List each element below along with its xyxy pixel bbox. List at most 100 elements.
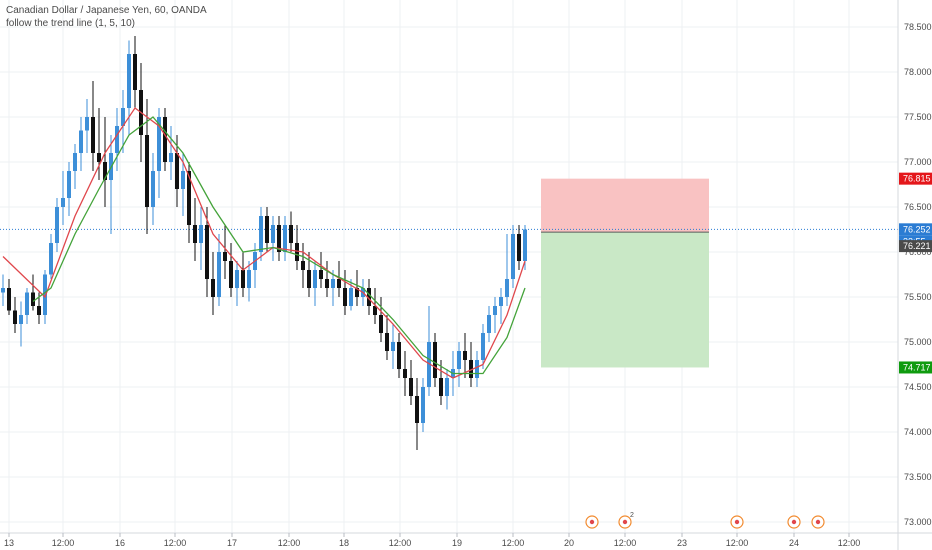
candle-body [427,342,431,387]
candle-body [115,126,119,153]
candle [223,225,227,279]
economic-event-icon [811,515,825,529]
candle-body [313,270,317,288]
candle [49,234,53,279]
candle [31,274,35,311]
candle [415,378,419,450]
candle [7,279,11,315]
candlestick-series [1,36,527,450]
candle-body [295,243,299,261]
stop-price-tag: 76.815 [899,172,932,185]
candle [121,90,125,153]
candle-body [55,207,59,243]
candle [247,261,251,302]
candle-body [523,229,527,261]
candle-body [415,396,419,423]
candle [481,324,485,369]
candle [163,108,167,171]
price-axis[interactable]: 78.50078.00077.50077.00076.50076.00075.5… [904,22,932,527]
candle-body [391,342,395,351]
price-tick-label: 73.500 [904,472,932,482]
candle [505,234,509,306]
candle [169,126,173,180]
candle-body [241,270,245,288]
candle-body [121,108,125,126]
candle-body [163,117,167,162]
candle [433,333,437,387]
time-tick-label: 20 [564,538,574,548]
candle [235,261,239,306]
candle-body [97,153,101,162]
candle-body [61,198,65,207]
candle-body [79,130,83,153]
candle [205,207,209,297]
candle-body [481,333,485,360]
time-tick-label: 12:00 [502,538,525,548]
candle-body [235,270,239,288]
candle-body [367,288,371,306]
candle [493,297,497,333]
target-price-tag: 74.717 [899,361,932,374]
candle-body [505,279,509,297]
candle [25,288,29,324]
candle [313,261,317,306]
candle [517,225,521,270]
candle [499,288,503,324]
candle-body [469,360,473,378]
candle [115,108,119,171]
candle [145,99,149,234]
take-profit-zone[interactable] [541,232,709,368]
candle-body [145,135,149,207]
candle-body [169,153,173,162]
candle [217,234,221,306]
stop-loss-zone[interactable] [541,178,709,233]
candle [349,279,353,311]
candle-body [85,117,89,131]
candle-body [337,279,341,288]
candle-body [271,225,275,243]
candle-body [247,270,251,288]
time-tick-label: 12:00 [726,538,749,548]
candle-body [433,342,437,378]
candle-body [475,360,479,378]
candle-body [265,216,269,243]
time-tick-label: 18 [339,538,349,548]
candle-body [43,274,47,315]
chart-legend[interactable]: Canadian Dollar / Japanese Yen, 60, OAND… [6,4,207,30]
candle-body [187,171,191,225]
time-tick-label: 12:00 [614,538,637,548]
canada-event-icon: 2 [618,512,634,529]
entry-price-tag: 76.221 [899,240,932,253]
candle [343,270,347,315]
candle [103,117,107,207]
candle [289,211,293,252]
candle-body [397,342,401,369]
time-tick-label: 12:00 [52,538,75,548]
candle-body [25,292,29,315]
time-tick-label: 19 [452,538,462,548]
candle-body [289,225,293,243]
symbol-title: Canadian Dollar / Japanese Yen, 60, OAND… [6,5,207,16]
candle-body [1,288,5,293]
candle [241,252,245,297]
candle [175,135,179,207]
candle [397,333,401,378]
candle [265,207,269,252]
time-tick-label: 23 [677,538,687,548]
economic-events: 2 [585,512,825,529]
candle [85,99,89,153]
candle [151,153,155,225]
sma-slow-line [32,116,526,375]
time-tick-label: 12:00 [278,538,301,548]
candle-body [325,279,329,288]
price-tick-label: 75.000 [904,337,932,347]
candle-body [463,351,467,360]
time-tick-label: 12:00 [838,538,861,548]
candle-body [157,117,161,171]
time-axis[interactable]: 13 12:00 16 12:00 17 12:00 18 12:00 19 12:00 20 12:… [4,533,860,548]
candle [19,301,23,347]
price-tick-label: 74.500 [904,382,932,392]
candle [319,252,323,288]
